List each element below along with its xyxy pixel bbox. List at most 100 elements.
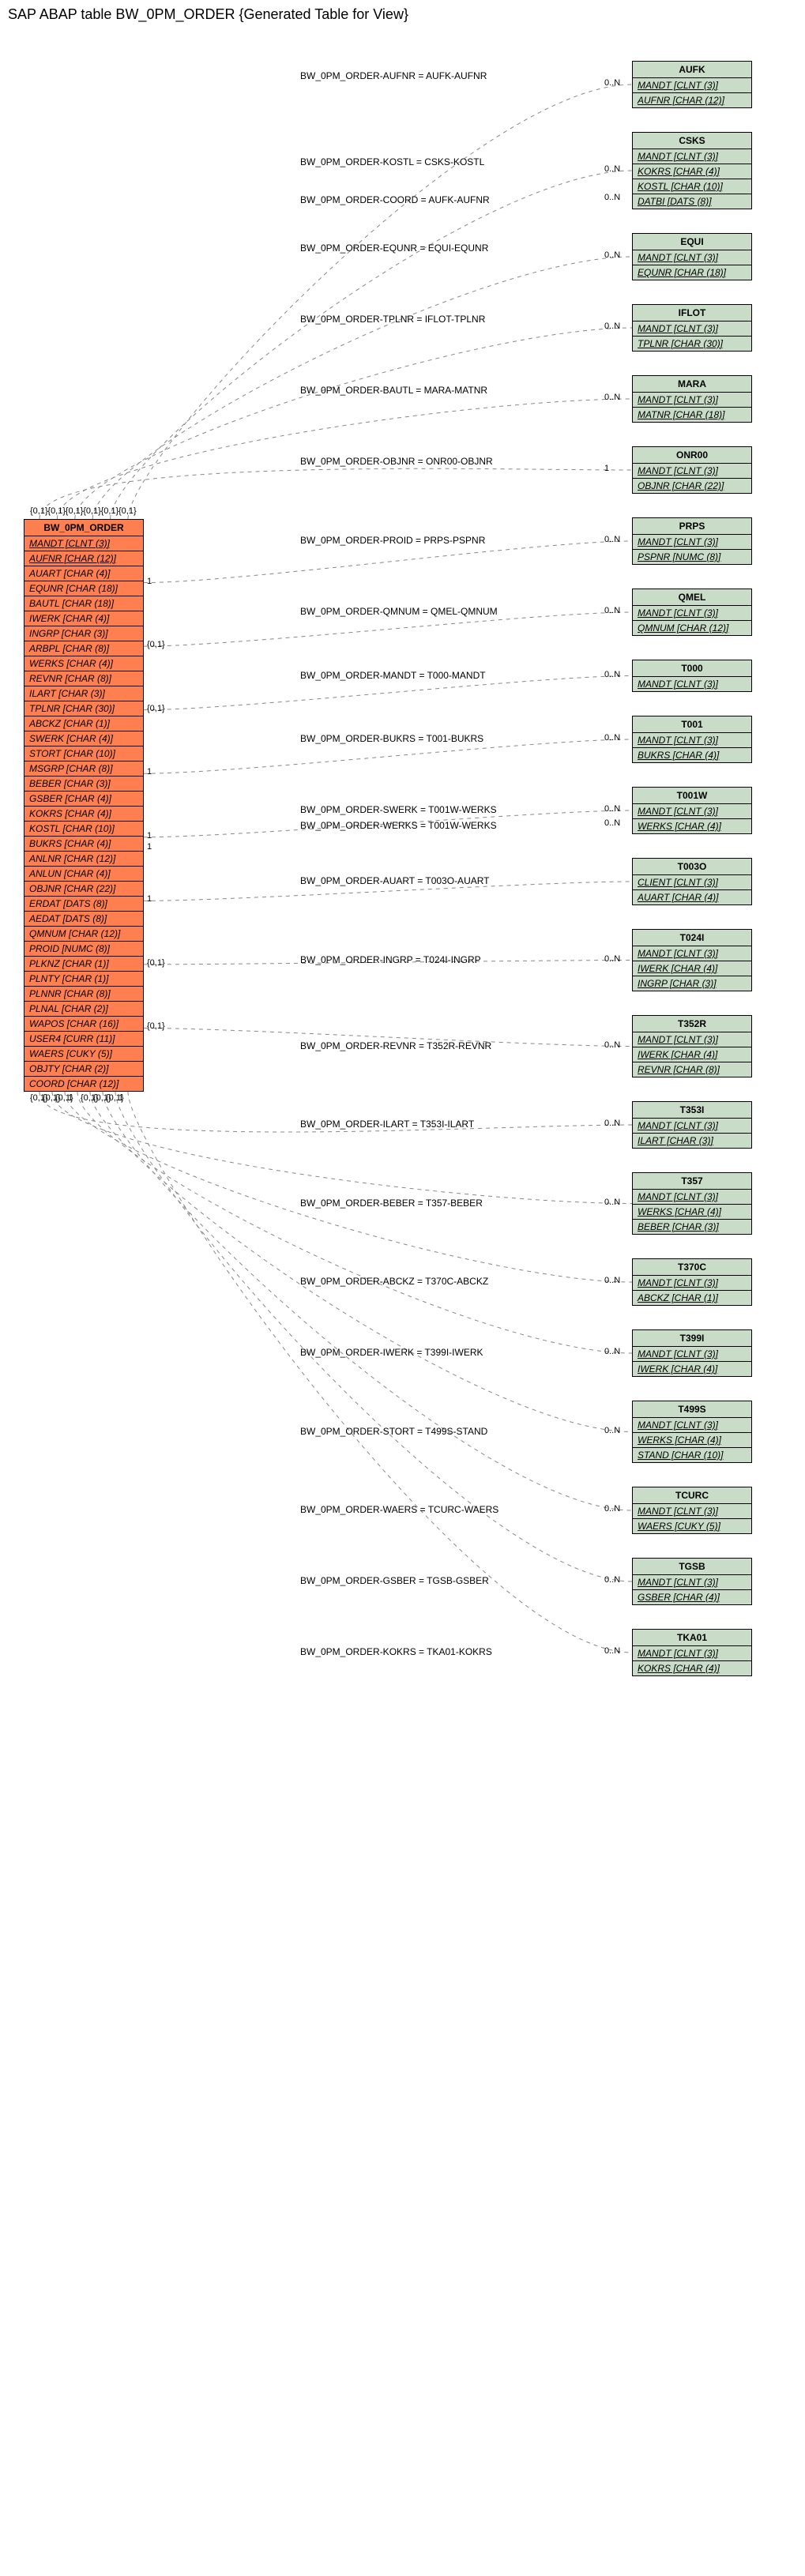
cardinality-label: 0..N [604,1347,620,1356]
entity-field: BEBER [CHAR (3)] [24,777,143,792]
entity-t003o: T003OCLIENT [CLNT (3)]AUART [CHAR (4)] [632,858,752,905]
entity-field: MANDT [CLNT (3)] [633,1276,751,1291]
entity-bw_0pm_order: BW_0PM_ORDERMANDT [CLNT (3)]AUFNR [CHAR … [24,519,144,1092]
entity-field: EQUNR [CHAR (18)] [24,581,143,596]
cardinality-label: 1 [147,831,152,840]
edge-label: BW_0PM_ORDER-BEBER = T357-BEBER [300,1198,483,1209]
entity-field: ARBPL [CHAR (8)] [24,641,143,656]
edge-label: BW_0PM_ORDER-MANDT = T000-MANDT [300,670,486,681]
cardinality-label: 0..N [604,818,620,828]
entity-field: INGRP [CHAR (3)] [24,626,143,641]
cardinality-label: {0,1} [147,958,165,968]
edge-label: BW_0PM_ORDER-INGRP = T024I-INGRP [300,954,481,965]
cardinality-label: {0,1} [147,704,165,713]
entity-field: MANDT [CLNT (3)] [633,677,751,691]
entity-field: IWERK [CHAR (4)] [633,961,751,976]
entity-field: MANDT [CLNT (3)] [633,250,751,265]
cardinality-label: 0..N [604,1040,620,1050]
cardinality-label: 0..N [604,322,620,331]
entity-field: OBJNR [CHAR (22)] [633,479,751,493]
entity-field: MANDT [CLNT (3)] [633,606,751,621]
cardinality-label: 1 [68,1093,73,1103]
entity-header: T357 [633,1173,751,1190]
entity-field: BUKRS [CHAR (4)] [633,748,751,762]
edge-label: BW_0PM_ORDER-PROID = PRPS-PSPNR [300,535,485,546]
entity-field: AUFNR [CHAR (12)] [24,551,143,566]
edge-label: BW_0PM_ORDER-KOKRS = TKA01-KOKRS [300,1646,492,1657]
entity-field: MATNR [CHAR (18)] [633,408,751,422]
entity-header: T003O [633,859,751,875]
entity-header: T001W [633,788,751,804]
entity-field: MANDT [CLNT (3)] [24,536,143,551]
entity-field: MANDT [CLNT (3)] [633,733,751,748]
entity-field: PROID [NUMC (8)] [24,942,143,957]
entity-header: AUFK [633,62,751,78]
entity-field: TPLNR [CHAR (30)] [633,337,751,351]
entity-onr00: ONR00MANDT [CLNT (3)]OBJNR [CHAR (22)] [632,446,752,494]
edge-label: BW_0PM_ORDER-COORD = AUFK-AUFNR [300,194,490,205]
entity-header: QMEL [633,589,751,606]
cardinality-label: 0..N [604,804,620,814]
entity-field: PLKNZ [CHAR (1)] [24,957,143,972]
cardinality-label: {0,1} [101,506,119,516]
cardinality-label: {0,1} [118,506,137,516]
entity-field: AUART [CHAR (4)] [633,890,751,904]
entity-field: MANDT [CLNT (3)] [633,464,751,479]
entity-field: AUFNR [CHAR (12)] [633,93,751,107]
edge-label: BW_0PM_ORDER-SWERK = T001W-WERKS [300,804,497,815]
cardinality-label: 0..N [604,1504,620,1514]
cardinality-label: 0..N [604,1276,620,1285]
entity-field: KOSTL [CHAR (10)] [24,822,143,837]
entity-header: T499S [633,1401,751,1418]
entity-field: IWERK [CHAR (4)] [633,1047,751,1062]
entity-header: BW_0PM_ORDER [24,520,143,536]
entity-tgsb: TGSBMANDT [CLNT (3)]GSBER [CHAR (4)] [632,1558,752,1605]
cardinality-label: 0..N [604,733,620,743]
cardinality-label: 1 [147,894,152,904]
cardinality-label: 0..N [604,954,620,964]
entity-field: ILART [CHAR (3)] [24,686,143,701]
entity-t499s: T499SMANDT [CLNT (3)]WERKS [CHAR (4)]STA… [632,1401,752,1463]
edge-label: BW_0PM_ORDER-KOSTL = CSKS-KOSTL [300,156,484,167]
entity-mara: MARAMANDT [CLNT (3)]MATNR [CHAR (18)] [632,375,752,423]
entity-field: PLNNR [CHAR (8)] [24,987,143,1002]
entity-field: PLNAL [CHAR (2)] [24,1002,143,1017]
entity-field: ERDAT [DATS (8)] [24,897,143,912]
entity-field: STAND [CHAR (10)] [633,1448,751,1462]
entity-iflot: IFLOTMANDT [CLNT (3)]TPLNR [CHAR (30)] [632,304,752,352]
entity-field: KOKRS [CHAR (4)] [24,807,143,822]
entity-tcurc: TCURCMANDT [CLNT (3)]WAERS [CUKY (5)] [632,1487,752,1534]
cardinality-label: 0..N [604,78,620,88]
entity-field: BEBER [CHAR (3)] [633,1220,751,1234]
entity-t399i: T399IMANDT [CLNT (3)]IWERK [CHAR (4)] [632,1329,752,1377]
edge-label: BW_0PM_ORDER-REVNR = T352R-REVNR [300,1040,491,1051]
edge-label: BW_0PM_ORDER-ILART = T353I-ILART [300,1119,474,1130]
cardinality-label: {0,1} [147,640,165,649]
cardinality-label: 1 [147,577,152,586]
entity-t001: T001MANDT [CLNT (3)]BUKRS [CHAR (4)] [632,716,752,763]
edge-label: BW_0PM_ORDER-ABCKZ = T370C-ABCKZ [300,1276,488,1287]
entity-field: ABCKZ [CHAR (1)] [633,1291,751,1305]
cardinality-label: 0..N [604,1426,620,1435]
entity-equi: EQUIMANDT [CLNT (3)]EQUNR [CHAR (18)] [632,233,752,280]
cardinality-label: 0..N [604,164,620,174]
entity-field: ILART [CHAR (3)] [633,1134,751,1148]
edge-label: BW_0PM_ORDER-OBJNR = ONR00-OBJNR [300,456,493,467]
entity-field: GSBER [CHAR (4)] [633,1590,751,1604]
cardinality-label: 0..N [604,193,620,202]
entity-field: USER4 [CURR (11)] [24,1032,143,1047]
entity-field: IWERK [CHAR (4)] [633,1362,751,1376]
entity-aufk: AUFKMANDT [CLNT (3)]AUFNR [CHAR (12)] [632,61,752,108]
entity-field: SWERK [CHAR (4)] [24,731,143,746]
entity-field: WERKS [CHAR (4)] [633,819,751,833]
cardinality-label: 0..N [604,606,620,615]
entity-header: ONR00 [633,447,751,464]
entity-field: COORD [CHAR (12)] [24,1077,143,1091]
entity-field: MANDT [CLNT (3)] [633,1190,751,1205]
entity-t370c: T370CMANDT [CLNT (3)]ABCKZ [CHAR (1)] [632,1258,752,1306]
entity-field: MANDT [CLNT (3)] [633,1646,751,1661]
entity-field: KOSTL [CHAR (10)] [633,179,751,194]
entity-header: PRPS [633,518,751,535]
cardinality-label: {0,1} [47,506,66,516]
entity-field: WAERS [CUKY (5)] [24,1047,143,1062]
